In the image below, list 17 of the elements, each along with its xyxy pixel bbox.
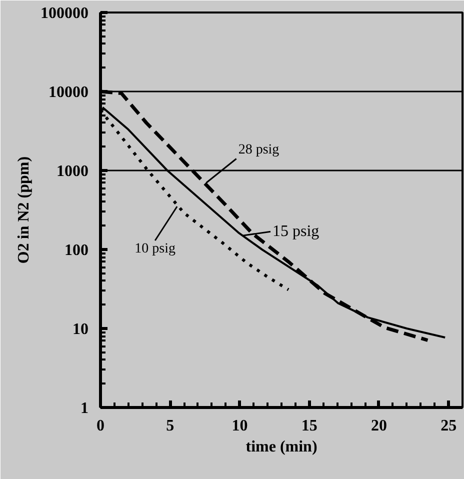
x-tick-label: 25 (440, 418, 457, 434)
x-tick-label: 0 (96, 418, 104, 434)
x-axis-title: time (min) (246, 438, 318, 456)
y-tick-label: 10000 (48, 84, 88, 101)
y-axis-title: O2 in N2 (ppm) (16, 156, 32, 264)
y-tick-label: 100000 (40, 5, 88, 22)
y-tick-label: 1000 (56, 163, 88, 180)
x-tick-label: 10 (232, 418, 248, 434)
y-tick-label: 1 (80, 400, 88, 417)
annotation: 15 psig (272, 223, 320, 240)
annotation: 28 psig (238, 142, 280, 158)
x-tick-label: 5 (166, 418, 174, 434)
x-tick-label: 15 (301, 418, 318, 434)
y-tick-label: 10 (72, 321, 88, 338)
y-tick-label: 100 (64, 242, 88, 259)
x-tick-label: 20 (370, 418, 387, 434)
annotation: 10 psig (134, 242, 176, 257)
